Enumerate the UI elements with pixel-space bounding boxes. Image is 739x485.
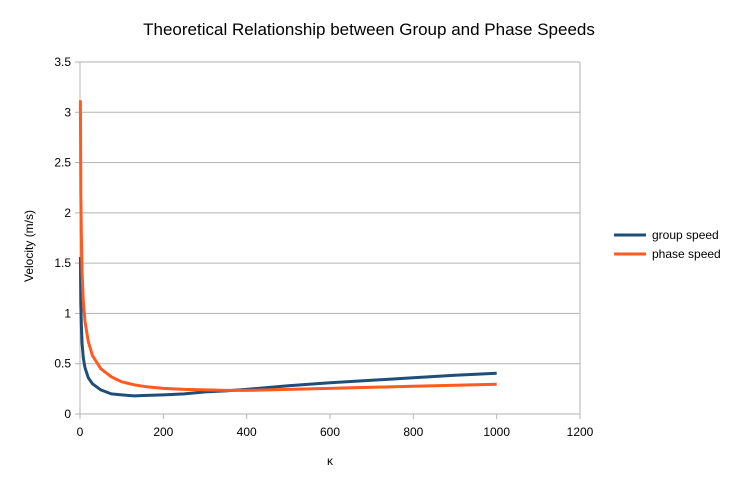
x-tick-label: 1000 xyxy=(483,425,510,439)
x-tick-label: 400 xyxy=(237,425,257,439)
x-axis-label: κ xyxy=(327,454,334,468)
y-tick-label: 2.5 xyxy=(54,156,71,170)
legend: group speed phase speed xyxy=(614,228,721,261)
y-tick-label: 1 xyxy=(64,306,71,320)
x-tick-label: 200 xyxy=(153,425,173,439)
plot-area xyxy=(78,100,497,398)
y-axis: 0 0.5 1 1.5 2 2.5 3 3.5 xyxy=(54,55,80,421)
y-axis-label: Velocity (m/s) xyxy=(22,210,36,282)
y-tick-label: 1.5 xyxy=(54,256,71,270)
grid xyxy=(79,61,581,415)
series-line-group-speed xyxy=(78,257,497,398)
legend-label: group speed xyxy=(652,228,719,242)
x-tick-label: 1200 xyxy=(567,425,594,439)
y-tick-label: 0 xyxy=(64,407,71,421)
x-tick-label: 0 xyxy=(77,425,84,439)
y-tick-label: 0.5 xyxy=(54,357,71,371)
x-tick-label: 600 xyxy=(320,425,340,439)
legend-label: phase speed xyxy=(652,247,721,261)
x-axis: 0 200 400 600 800 1000 1200 xyxy=(77,414,594,439)
y-tick-label: 2 xyxy=(64,206,71,220)
x-tick-label: 800 xyxy=(403,425,423,439)
chart-title: Theoretical Relationship between Group a… xyxy=(143,20,595,39)
series-line-phase-speed xyxy=(78,100,497,392)
y-tick-label: 3.5 xyxy=(54,55,71,69)
y-tick-label: 3 xyxy=(64,105,71,119)
